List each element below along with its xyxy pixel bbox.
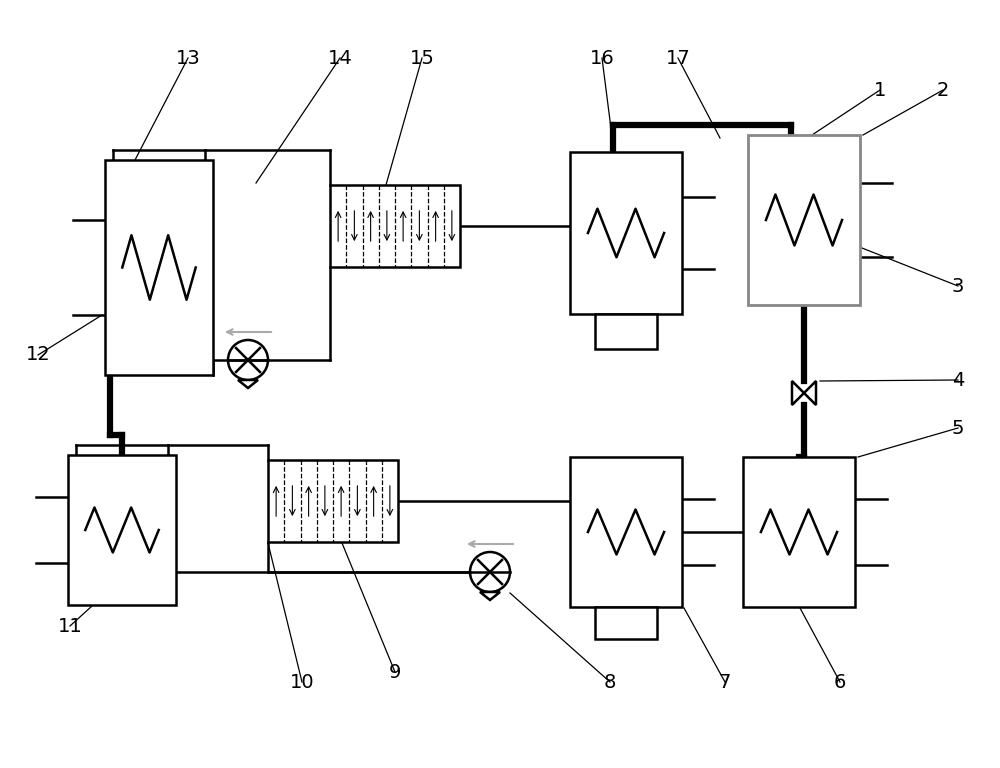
Bar — [68, 455, 176, 605]
Bar — [748, 135, 860, 305]
Bar — [595, 314, 657, 349]
Polygon shape — [480, 592, 500, 600]
Text: 15: 15 — [410, 48, 434, 68]
Text: 7: 7 — [719, 673, 731, 691]
Text: 9: 9 — [389, 663, 401, 681]
Text: 1: 1 — [874, 81, 886, 100]
Text: 4: 4 — [952, 370, 964, 389]
Text: 14: 14 — [328, 48, 352, 68]
Text: 2: 2 — [937, 81, 949, 100]
Text: 13: 13 — [176, 48, 200, 68]
Bar — [330, 185, 460, 267]
Text: 8: 8 — [604, 673, 616, 691]
Text: 16: 16 — [590, 48, 614, 68]
Bar — [570, 457, 682, 607]
Text: 3: 3 — [952, 276, 964, 296]
Text: 6: 6 — [834, 673, 846, 691]
Bar — [268, 460, 398, 542]
Bar — [743, 457, 855, 607]
Bar — [595, 607, 657, 639]
Text: 12: 12 — [26, 346, 50, 365]
Text: 10: 10 — [290, 673, 314, 691]
Polygon shape — [238, 380, 258, 388]
Text: 11: 11 — [58, 617, 82, 635]
Text: 17: 17 — [666, 48, 690, 68]
Text: 5: 5 — [952, 419, 964, 438]
Bar — [570, 152, 682, 314]
Bar — [105, 160, 213, 375]
